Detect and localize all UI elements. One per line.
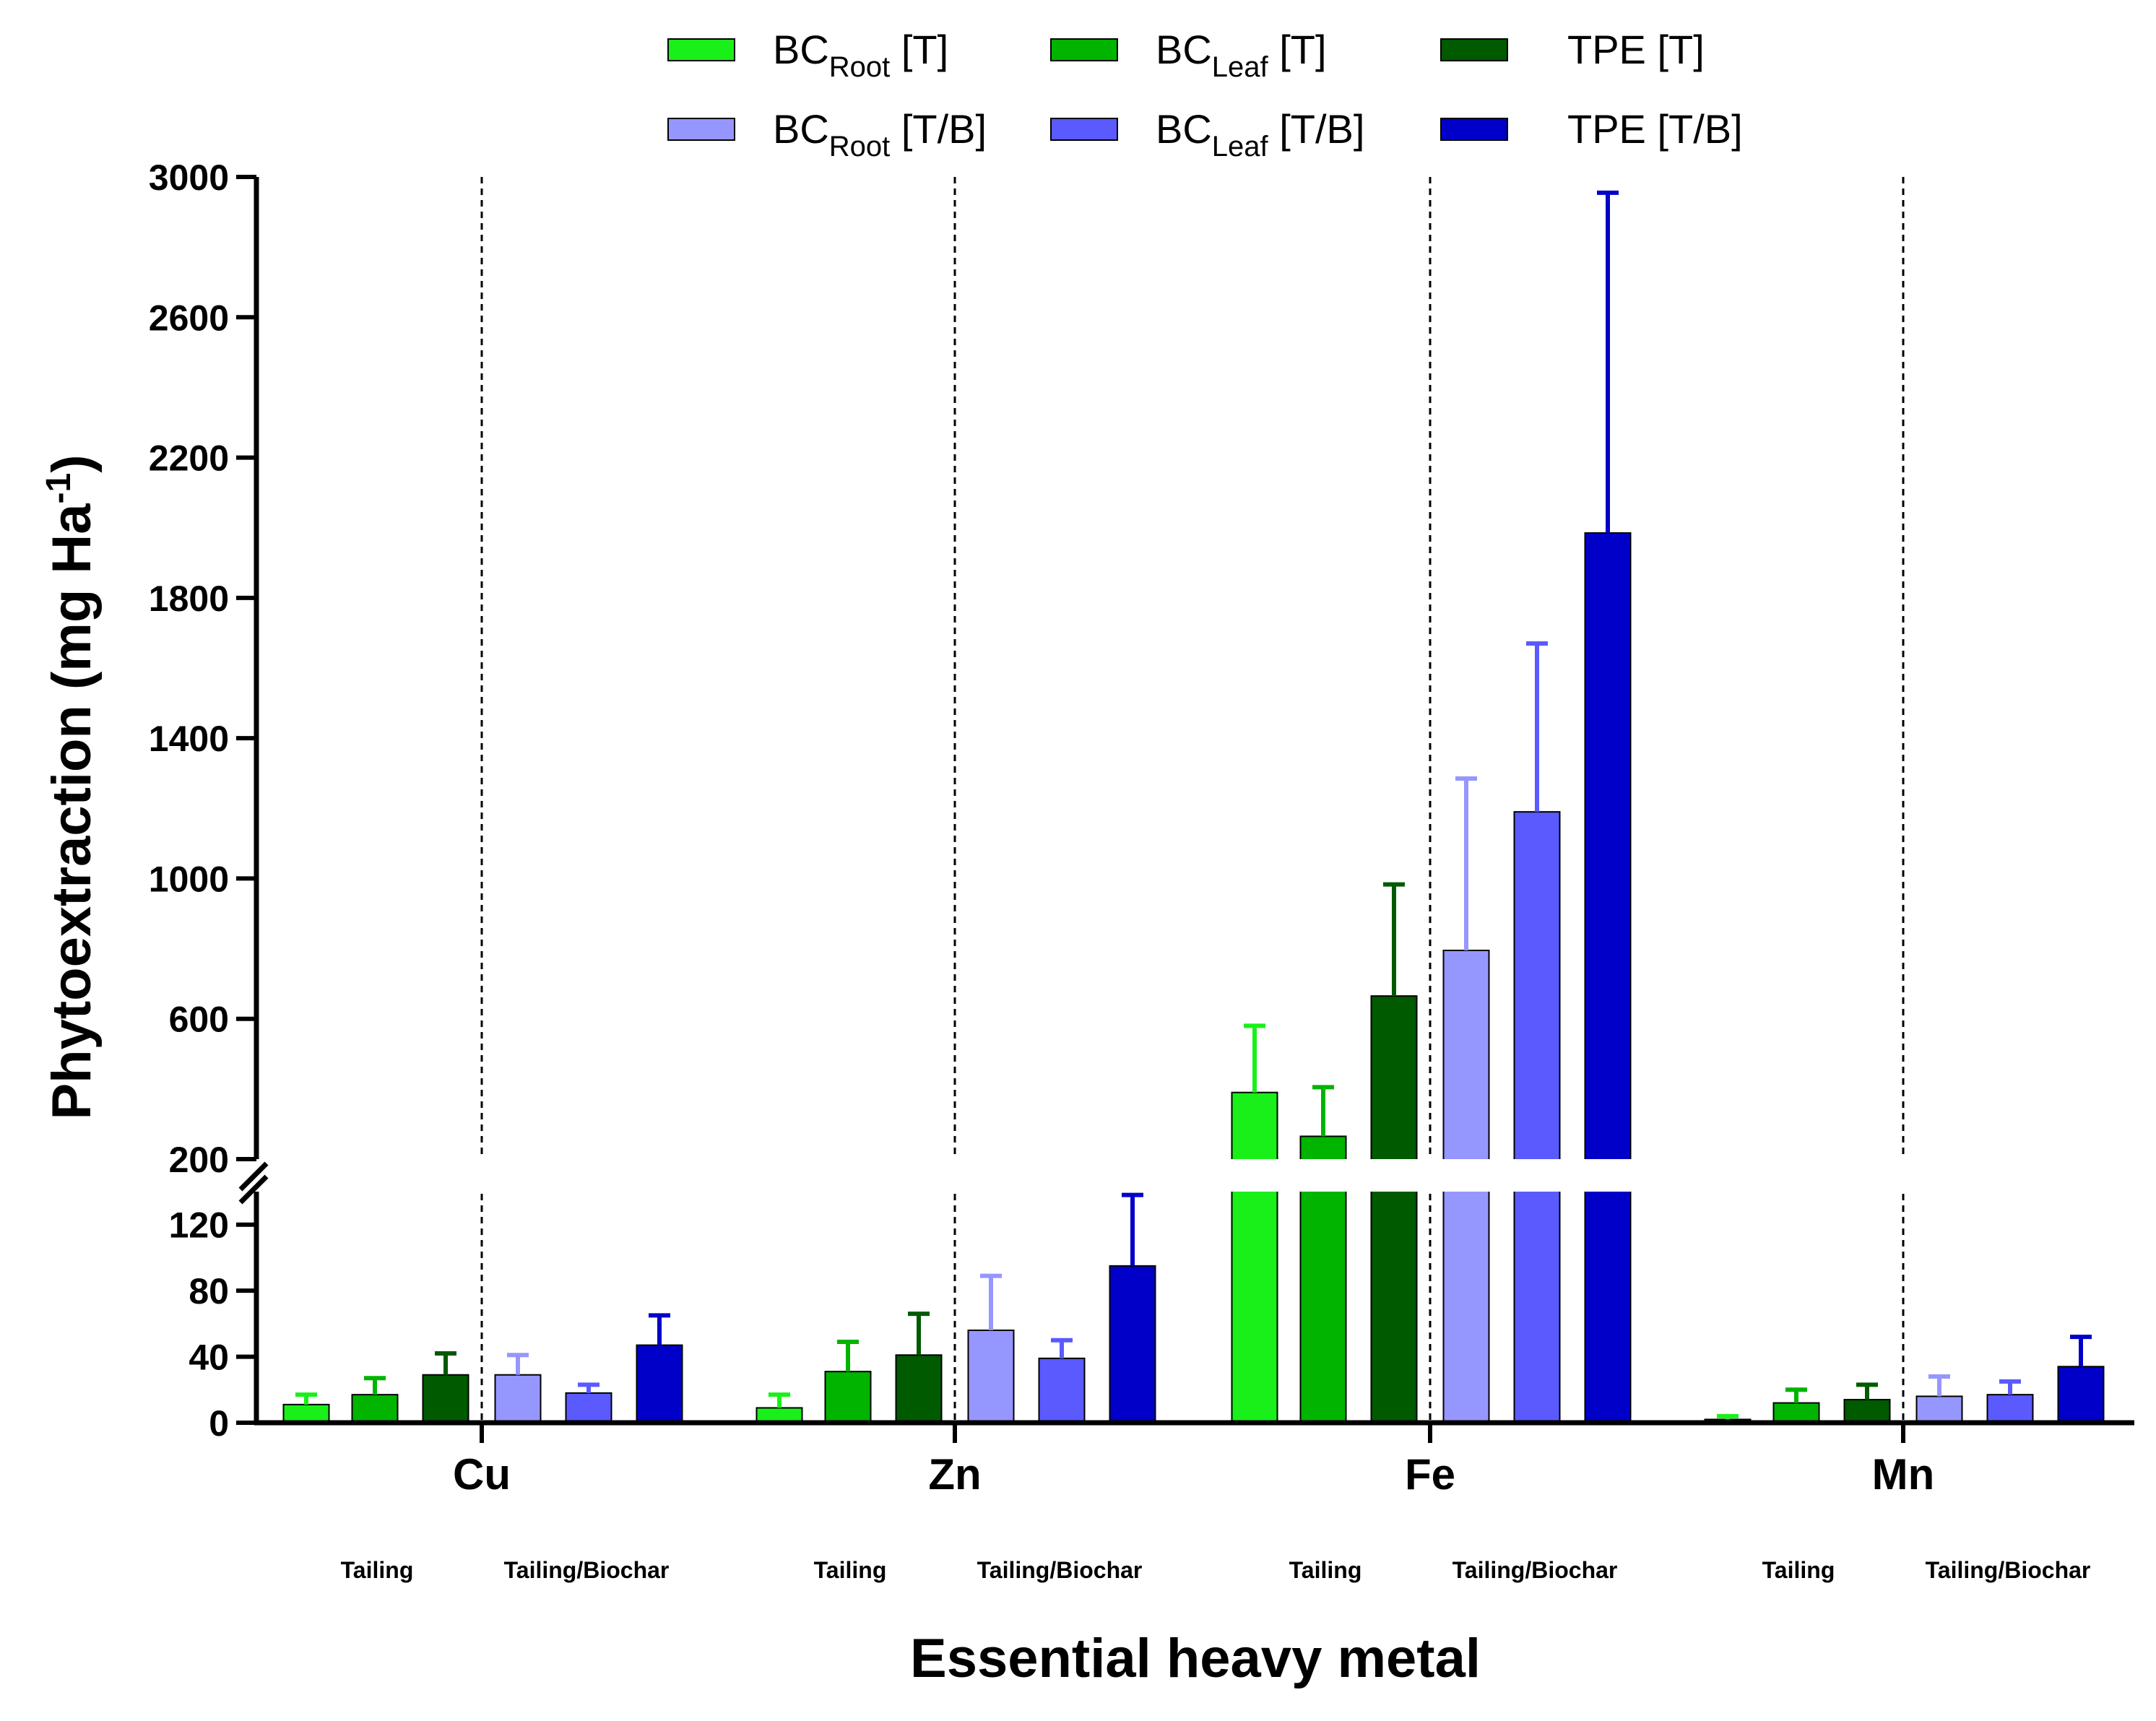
category-label-fe: Fe bbox=[1405, 1450, 1455, 1499]
bars bbox=[235, 190, 2142, 1424]
bar-fe-series-4 bbox=[1513, 811, 1561, 1423]
category-label-cu: Cu bbox=[453, 1450, 511, 1499]
y-tick-label-2600: 2600 bbox=[149, 298, 229, 338]
group-label-tailing-biochar-mn: Tailing/Biochar bbox=[1926, 1557, 2091, 1583]
bar-zn-series-2 bbox=[895, 1354, 943, 1424]
bar-zn-series-1 bbox=[824, 1371, 872, 1423]
legend-swatch-4 bbox=[1050, 118, 1118, 141]
y-tick-label-2200: 2200 bbox=[149, 438, 229, 479]
group-label-tailing-biochar-cu: Tailing/Biochar bbox=[504, 1557, 670, 1583]
legend-label-0: BCRoot [T] bbox=[773, 27, 948, 83]
bar-cu-series-3 bbox=[494, 1374, 542, 1423]
group-label-tailing-mn: Tailing bbox=[1762, 1557, 1835, 1583]
labels: 0 40 80 120 200 600 1000 1400 1800 2200 2600 3000 Cu… bbox=[40, 157, 2090, 1689]
legend-swatch-5 bbox=[1440, 118, 1508, 141]
bar-fe-series-2 bbox=[1370, 995, 1418, 1423]
bar-cu-series-1 bbox=[351, 1394, 399, 1423]
y-tick-label-200: 200 bbox=[169, 1140, 229, 1180]
legend-swatch-3 bbox=[667, 118, 735, 141]
bar-fe-series-5 bbox=[1584, 532, 1632, 1423]
group-label-tailing-cu: Tailing bbox=[341, 1557, 414, 1583]
y-tick-label-600: 600 bbox=[169, 1000, 229, 1040]
bar-cu-series-0 bbox=[282, 1403, 330, 1424]
y-tick-label-1800: 1800 bbox=[149, 578, 229, 619]
bar-fe-series-0 bbox=[1231, 1091, 1278, 1423]
legend-swatch-2 bbox=[1440, 38, 1508, 61]
y-tick-label-1000: 1000 bbox=[149, 859, 229, 899]
group-label-tailing-zn: Tailing bbox=[814, 1557, 887, 1583]
bar-zn-series-5 bbox=[1109, 1265, 1156, 1424]
legend-label-2: TPE [T] bbox=[1567, 27, 1705, 72]
category-label-zn: Zn bbox=[928, 1450, 981, 1499]
axis-break-gap bbox=[235, 1159, 2142, 1192]
y-tick-label-40: 40 bbox=[189, 1338, 229, 1378]
group-label-tailing-fe: Tailing bbox=[1289, 1557, 1362, 1583]
legend-label-1: BCLeaf [T] bbox=[1156, 27, 1327, 83]
legend-label-3: BCRoot [T/B] bbox=[773, 106, 987, 162]
category-label-mn: Mn bbox=[1872, 1450, 1935, 1499]
legend-label-4: BCLeaf [T/B] bbox=[1156, 106, 1364, 162]
y-tick-label-1400: 1400 bbox=[149, 719, 229, 759]
bar-mn-series-5 bbox=[2057, 1366, 2105, 1424]
y-tick-label-0: 0 bbox=[209, 1403, 229, 1444]
bar-cu-series-4 bbox=[565, 1392, 612, 1424]
axis-break-mark-2 bbox=[238, 1174, 269, 1205]
bar-mn-series-2 bbox=[1843, 1399, 1891, 1423]
bar-mn-series-1 bbox=[1772, 1402, 1820, 1423]
bar-zn-series-3 bbox=[967, 1330, 1015, 1423]
group-label-tailing-biochar-zn: Tailing/Biochar bbox=[977, 1557, 1143, 1583]
y-tick-label-80: 80 bbox=[189, 1271, 229, 1312]
legend-label-5: TPE [T/B] bbox=[1567, 106, 1743, 152]
bar-zn-series-4 bbox=[1038, 1357, 1086, 1424]
group-dividers bbox=[480, 177, 1905, 1423]
group-label-tailing-biochar-fe: Tailing/Biochar bbox=[1453, 1557, 1618, 1583]
x-axis-title: Essential heavy metal bbox=[910, 1628, 1481, 1689]
bar-mn-series-4 bbox=[1986, 1394, 2034, 1423]
y-axis-title: Phytoextraction (mg Ha-1) bbox=[40, 454, 103, 1119]
legend-swatch-0 bbox=[667, 38, 735, 61]
bar-cu-series-2 bbox=[422, 1374, 469, 1423]
legend-swatch-1 bbox=[1050, 38, 1118, 61]
legend: BCRoot [T] BCLeaf [T] TPE [T] BCRoot [T/B] B… bbox=[667, 27, 1743, 162]
bar-mn-series-3 bbox=[1915, 1395, 1963, 1424]
axis-break-mark-1 bbox=[238, 1161, 269, 1192]
y-tick-label-120: 120 bbox=[169, 1205, 229, 1246]
y-tick-label-3000: 3000 bbox=[149, 157, 229, 198]
axes bbox=[236, 175, 2134, 1443]
bar-cu-series-5 bbox=[636, 1344, 683, 1423]
